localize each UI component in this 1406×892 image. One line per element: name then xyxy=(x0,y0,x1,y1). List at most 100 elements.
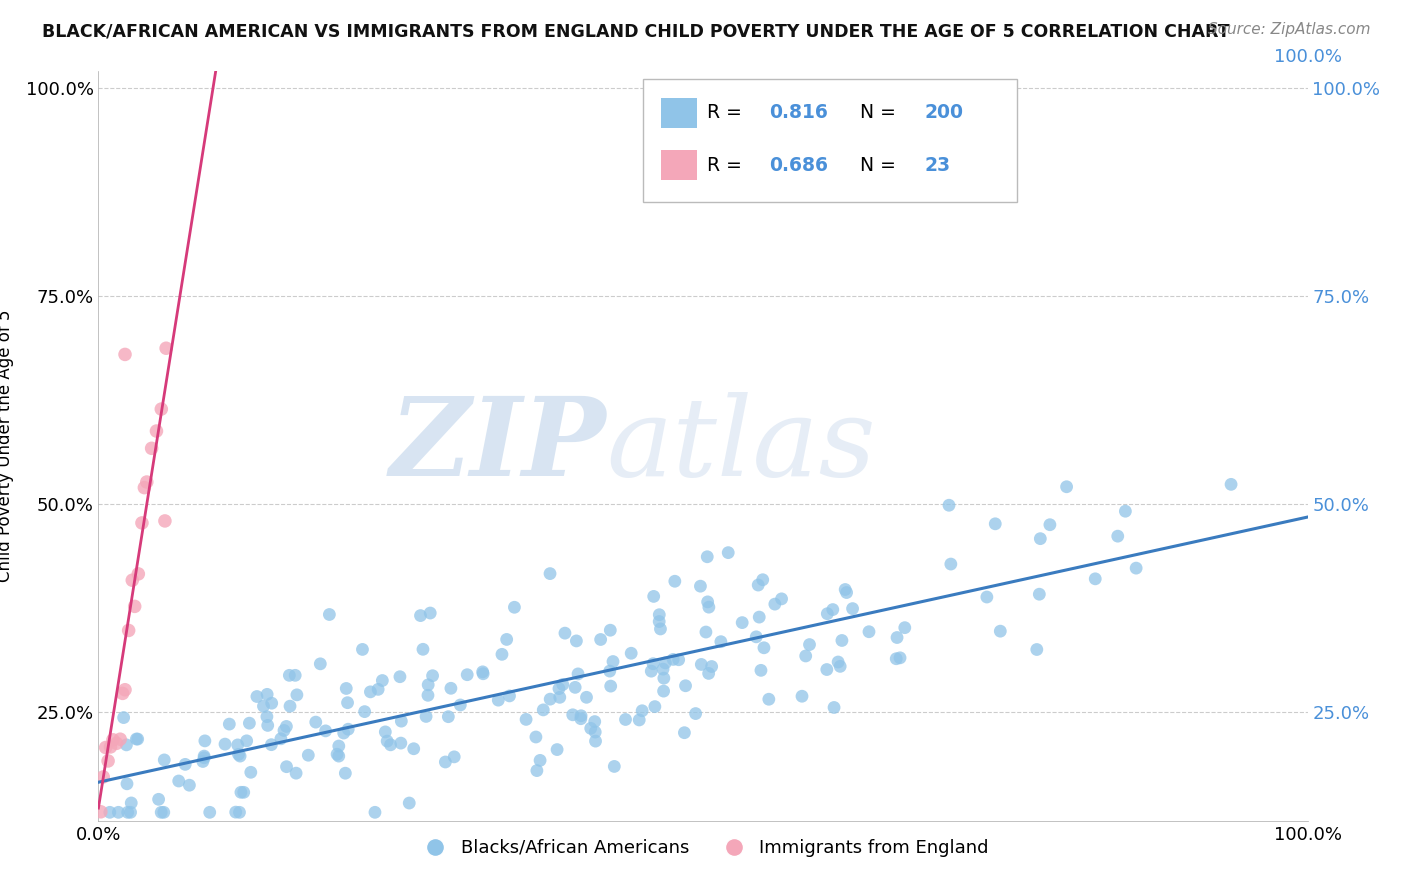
FancyBboxPatch shape xyxy=(661,97,697,128)
Point xyxy=(551,677,574,691)
Point xyxy=(579,722,602,736)
FancyBboxPatch shape xyxy=(643,78,1018,202)
Point xyxy=(238,716,260,731)
Point xyxy=(389,714,412,728)
Point xyxy=(599,664,621,678)
Point xyxy=(228,805,250,820)
Point xyxy=(690,657,713,672)
Point xyxy=(335,766,357,780)
Text: Source: ZipAtlas.com: Source: ZipAtlas.com xyxy=(1208,22,1371,37)
Legend: Blacks/African Americans, Immigrants from England: Blacks/African Americans, Immigrants fro… xyxy=(411,831,995,864)
Point xyxy=(858,624,880,639)
Point xyxy=(668,653,690,667)
Point xyxy=(124,599,146,614)
Point xyxy=(1125,561,1147,575)
Point xyxy=(229,749,252,764)
Point xyxy=(831,633,853,648)
Point xyxy=(353,705,375,719)
Point xyxy=(415,709,437,723)
Point xyxy=(524,730,547,744)
Point xyxy=(115,777,138,791)
Point xyxy=(419,606,441,620)
Point xyxy=(191,755,214,769)
Point xyxy=(276,760,298,774)
Point xyxy=(422,669,444,683)
Point xyxy=(235,734,257,748)
Point xyxy=(747,578,769,592)
Point xyxy=(673,725,696,739)
Point xyxy=(1029,532,1052,546)
Point xyxy=(98,805,121,820)
Point xyxy=(285,688,308,702)
Point xyxy=(179,778,201,792)
Point xyxy=(232,785,254,799)
Point xyxy=(193,751,215,765)
Point xyxy=(297,748,319,763)
Text: R =: R = xyxy=(707,103,748,122)
Point xyxy=(335,681,357,696)
Point xyxy=(218,717,240,731)
Point xyxy=(198,805,221,820)
Point xyxy=(886,631,908,645)
Point xyxy=(495,632,517,647)
Point xyxy=(145,424,167,438)
Point xyxy=(602,655,624,669)
Point xyxy=(97,754,120,768)
Point xyxy=(603,759,626,773)
Point xyxy=(318,607,340,622)
Point xyxy=(748,610,770,624)
Point xyxy=(763,597,786,611)
Point xyxy=(546,742,568,756)
Point xyxy=(569,708,592,723)
Point xyxy=(652,684,675,698)
Point xyxy=(652,662,675,676)
Point xyxy=(270,731,292,746)
Point xyxy=(758,692,780,706)
Point xyxy=(273,723,295,738)
Point xyxy=(148,792,170,806)
Point xyxy=(418,678,440,692)
Point xyxy=(337,723,360,737)
Point xyxy=(193,749,215,764)
Point xyxy=(153,514,176,528)
Point xyxy=(799,638,821,652)
Point xyxy=(662,652,685,666)
Point xyxy=(529,753,551,767)
Point xyxy=(491,648,513,662)
Point xyxy=(260,738,283,752)
Point xyxy=(583,714,606,729)
Point xyxy=(620,646,643,660)
Point xyxy=(884,651,907,665)
Point xyxy=(1028,587,1050,601)
Point xyxy=(352,642,374,657)
Point xyxy=(554,626,576,640)
Point xyxy=(664,574,686,589)
Point xyxy=(835,585,858,599)
Text: atlas: atlas xyxy=(606,392,876,500)
Point xyxy=(278,699,301,714)
Point xyxy=(332,726,354,740)
Point xyxy=(599,624,621,638)
Point xyxy=(894,621,917,635)
Point xyxy=(449,698,471,712)
Point xyxy=(134,481,156,495)
Point xyxy=(700,659,723,673)
Point xyxy=(402,741,425,756)
Point xyxy=(471,665,494,679)
Point xyxy=(256,709,278,723)
Point xyxy=(278,668,301,682)
Point xyxy=(643,590,665,604)
Point xyxy=(90,805,112,819)
Point xyxy=(336,696,359,710)
Y-axis label: Child Poverty Under the Age of 5: Child Poverty Under the Age of 5 xyxy=(0,310,14,582)
Point xyxy=(1025,642,1047,657)
Point xyxy=(228,747,250,762)
Point xyxy=(1107,529,1129,543)
Point xyxy=(285,766,308,780)
Point xyxy=(841,601,863,615)
Point xyxy=(328,739,350,753)
Point xyxy=(652,671,675,685)
Point xyxy=(569,712,592,726)
Point xyxy=(256,718,278,732)
Point xyxy=(409,608,432,623)
